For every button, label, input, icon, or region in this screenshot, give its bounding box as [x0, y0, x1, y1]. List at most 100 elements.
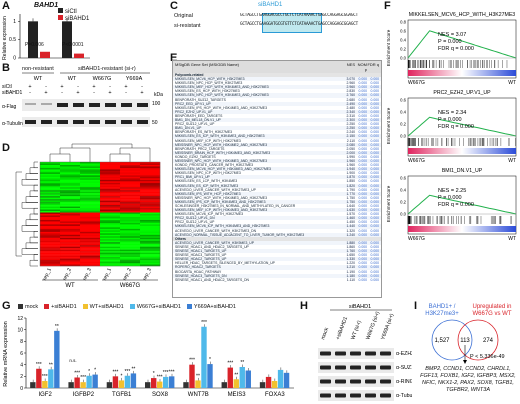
b-band-tubulin [57, 120, 68, 124]
heatmap-cell [80, 178, 101, 181]
heatmap-cell [140, 169, 161, 172]
panel-a-legend: siCtl siBAHD1 [58, 8, 89, 22]
heatmap-cell [40, 216, 61, 219]
gsea-table-row: ACEVEDO_NORMAL_TISSUE_ADJACENT_TO_LIVER_… [173, 232, 381, 237]
heatmap-cell [100, 164, 121, 167]
heatmap-cell [120, 203, 141, 206]
heatmap-cell [100, 169, 121, 172]
heatmap-cell [120, 212, 141, 215]
heatmap-cell [120, 251, 141, 253]
heatmap-cell [120, 206, 141, 209]
g-bar [157, 381, 163, 388]
g-bar [151, 378, 157, 388]
heatmap-cell [100, 172, 121, 175]
seq-resistant: GCTAGCCTGAAGGATGCGTGTTCTCATAAAACTGAGCCAG… [240, 22, 358, 27]
heatmap-col-label: rep_1 [42, 267, 53, 281]
heatmap-cell [120, 248, 141, 250]
heatmap-cell [100, 240, 121, 243]
g-bar [277, 369, 284, 388]
heatmap-cell [140, 231, 161, 234]
heatmap-cell [140, 185, 161, 188]
h-band [350, 365, 361, 370]
heatmap-cell [100, 225, 121, 228]
g-significance: *** [157, 375, 163, 381]
heatmap-cell [140, 224, 161, 227]
heatmap-cell [40, 227, 61, 230]
g-category-label: IGFBP2 [73, 392, 95, 398]
heatmap-cell [40, 184, 61, 186]
h-band [365, 393, 376, 398]
a-ytick: 0.5 [9, 37, 16, 43]
b-row-sibahd1: siBAHD1 [2, 90, 23, 96]
heatmap-cell [140, 208, 161, 210]
heatmap-cell [60, 166, 81, 169]
gsea-table-row: MIKKELSEN_ES_HCP_WITH_H3K27ME3 2.830 0.000… [175, 89, 379, 94]
heatmap-cell [100, 176, 121, 179]
b-blot-tubulin: α-Tubulin [2, 121, 23, 127]
heatmap-cell [100, 200, 121, 203]
gsea-left-label: W667G [408, 80, 425, 86]
b-band-tubulin [121, 120, 132, 124]
h-band [365, 351, 376, 356]
heatmap-cell [40, 197, 61, 200]
heatmap-cell [40, 255, 61, 258]
g-bar [48, 369, 54, 388]
panel-c-title: siBAHD1 [258, 2, 283, 8]
heatmap-cell [80, 218, 101, 221]
heatmap-cell [80, 163, 101, 166]
a-ytick: 0 [13, 56, 16, 62]
g-ytick: 0 [20, 386, 23, 392]
heatmap-cell [120, 261, 141, 264]
heatmap-cell [100, 242, 121, 244]
a-ytick: 1 [13, 19, 16, 25]
panel-g-legend: mock +siBAHD1 WT+siBAHD1 W667G+siBAHD1 Y669A… [18, 304, 236, 310]
heatmap-cell [40, 251, 61, 253]
heatmap-cell [120, 255, 141, 258]
heatmap-cell [40, 176, 61, 179]
gsea-curve [407, 194, 517, 215]
heatmap-cell [100, 184, 121, 186]
b-col-4: Y669A [126, 76, 143, 82]
h-blot-label: α-RING1B [396, 379, 412, 385]
heatmap-cell [100, 185, 121, 188]
heatmap-cell [100, 245, 121, 247]
heatmap-cell [100, 196, 121, 198]
g-category-label: MEIS3 [228, 392, 247, 398]
heatmap-cell [80, 181, 101, 183]
h-col-label: +siBAHD1 [335, 316, 349, 341]
b-pm-sign: - [125, 90, 127, 96]
gsea-table-row: HELLER_HDAC_TARGETS_SILENCED_BY_METHYLAT… [175, 261, 379, 266]
g-bar [112, 376, 119, 388]
b-pm-sign: - [141, 84, 143, 90]
heatmap-col-label: rep_1 [102, 267, 113, 281]
heatmap-cell [100, 237, 121, 240]
heatmap-cell [120, 227, 141, 230]
heatmap-cell [40, 224, 61, 227]
gsea-table-row: PRC2_SUZ12_UP.V1_UP 1.450 0.000 0.000 [175, 220, 379, 225]
heatmap-cell [120, 181, 141, 183]
heatmap-cell [120, 216, 141, 219]
heatmap-cell [100, 178, 121, 181]
heatmap-cell [60, 243, 81, 246]
a-bar [40, 51, 50, 58]
heatmap-cell [140, 248, 161, 250]
heatmap-cell [60, 164, 81, 167]
heatmap-cell [40, 249, 61, 252]
heatmap-cell [120, 173, 141, 176]
heatmap-cell [140, 249, 161, 252]
gsea-curve [407, 30, 517, 59]
b-band-flag [105, 103, 116, 107]
heatmap-cell [60, 215, 81, 218]
heatmap-cell [80, 219, 101, 222]
heatmap-cell [40, 178, 61, 181]
g-bar [245, 370, 251, 388]
heatmap-cell [80, 225, 101, 228]
gsea-p: P = 0.000 [438, 195, 462, 201]
panel-label-i: I [414, 300, 418, 312]
g-legend-item: W667G+siBAHD1 [129, 304, 181, 310]
heatmap-cell [120, 169, 141, 172]
heatmap-cell [80, 197, 101, 200]
heatmap-cell [40, 258, 61, 261]
heatmap-cell [60, 214, 81, 216]
heatmap-cell [100, 209, 121, 212]
